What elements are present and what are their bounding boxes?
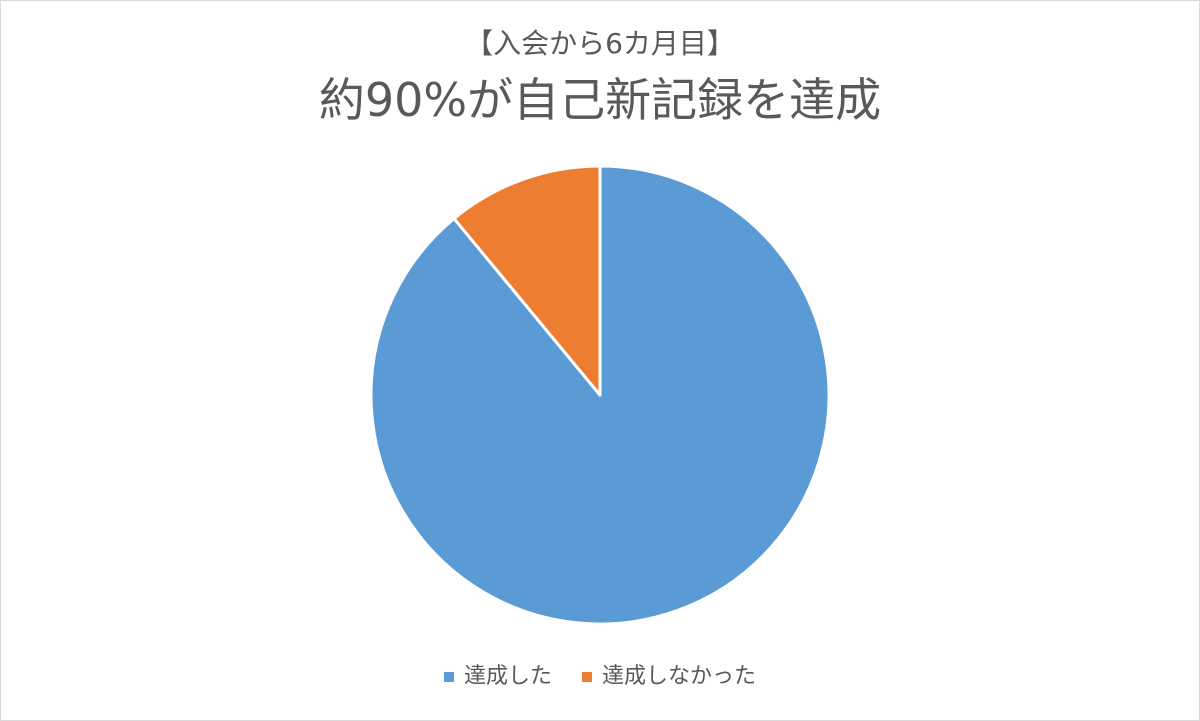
chart-title: 約90%が自己新記録を達成 [318, 73, 882, 127]
legend-item-achieved: 達成した [443, 662, 552, 692]
pie-slice-not-achieved [452, 164, 602, 397]
chart-subtitle: 【入会から6カ月目】 [465, 27, 735, 60]
legend-label-not-achieved: 達成しなかった [602, 664, 757, 689]
legend-swatch-achieved [443, 672, 454, 682]
legend: 達成した 達成しなかった [0, 662, 1200, 692]
legend-item-not-achieved: 達成しなかった [582, 662, 756, 692]
pie-slices [369, 164, 831, 626]
legend-swatch-not-achieved [582, 672, 592, 682]
legend-label-achieved: 達成した [463, 664, 552, 689]
